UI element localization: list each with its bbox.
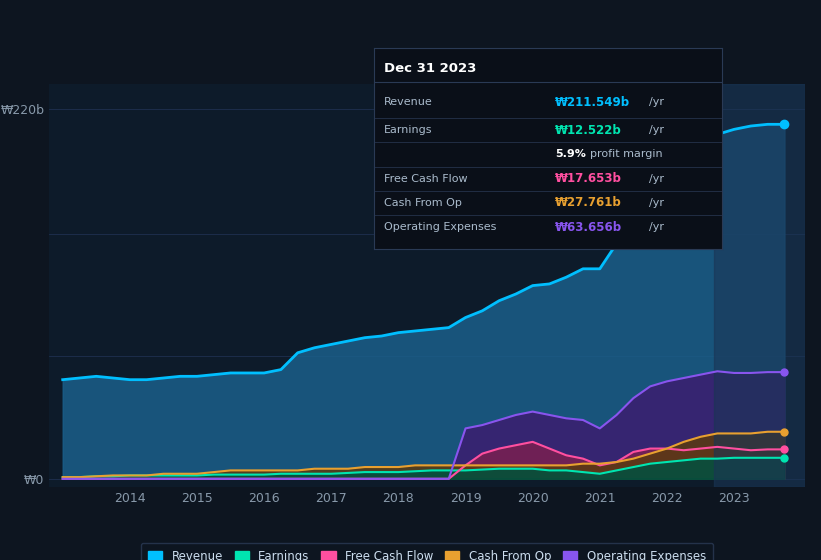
Text: Cash From Op: Cash From Op xyxy=(384,198,462,208)
Bar xyxy=(714,84,805,487)
Text: Revenue: Revenue xyxy=(384,97,433,107)
Text: ₩211.549b: ₩211.549b xyxy=(555,96,631,109)
Text: /yr: /yr xyxy=(649,174,664,184)
Text: 5.9%: 5.9% xyxy=(555,150,586,160)
Text: ₩17.653b: ₩17.653b xyxy=(555,172,621,185)
Text: /yr: /yr xyxy=(649,198,664,208)
Text: Free Cash Flow: Free Cash Flow xyxy=(384,174,468,184)
Text: /yr: /yr xyxy=(649,222,664,232)
Text: Earnings: Earnings xyxy=(384,125,433,136)
Text: /yr: /yr xyxy=(649,97,664,107)
Text: ₩12.522b: ₩12.522b xyxy=(555,124,621,137)
Text: ₩27.761b: ₩27.761b xyxy=(555,197,621,209)
Text: profit margin: profit margin xyxy=(590,150,663,160)
Text: Operating Expenses: Operating Expenses xyxy=(384,222,497,232)
Text: Dec 31 2023: Dec 31 2023 xyxy=(384,62,476,74)
Legend: Revenue, Earnings, Free Cash Flow, Cash From Op, Operating Expenses: Revenue, Earnings, Free Cash Flow, Cash … xyxy=(140,543,713,560)
Text: /yr: /yr xyxy=(649,125,664,136)
Text: ₩63.656b: ₩63.656b xyxy=(555,221,622,234)
